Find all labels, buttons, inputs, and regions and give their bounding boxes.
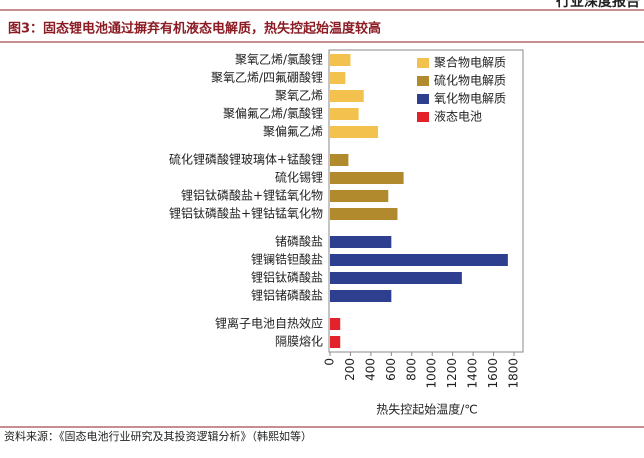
y-tick-label: 聚氧乙烯 bbox=[275, 89, 323, 103]
y-tick-label: 聚氧乙烯/四氟硼酸锂 bbox=[211, 70, 323, 85]
x-tick-label: 400 bbox=[363, 358, 377, 381]
y-tick-label: 锂铝锗磷酸盐 bbox=[251, 288, 323, 303]
chart-title: 图3：固态锂电池通过摒弃有机液态电解质，热失控起始温度较高 bbox=[8, 21, 381, 37]
legend-swatch bbox=[417, 112, 429, 122]
bar bbox=[330, 108, 359, 120]
x-tick-label: 1800 bbox=[507, 358, 521, 389]
y-tick-label: 聚偏氟乙烯/氯酸锂 bbox=[223, 106, 323, 121]
x-tick-label: 800 bbox=[404, 358, 418, 381]
bar bbox=[330, 90, 364, 102]
legend-swatch bbox=[417, 94, 429, 104]
y-tick-label: 聚氧乙烯/氯酸锂 bbox=[235, 52, 323, 67]
y-tick-label: 锂离子电池自热效应 bbox=[215, 316, 323, 331]
plot-frame bbox=[328, 49, 524, 353]
y-tick-label: 锗磷酸盐 bbox=[275, 234, 323, 249]
y-tick-label: 锂铝钛磷酸盐+锂钴锰氧化物 bbox=[169, 206, 323, 221]
bar bbox=[330, 126, 379, 138]
page-header: 行业深度报告 bbox=[555, 0, 640, 10]
source-note: 资料来源：《固态电池行业研究及其投资逻辑分析》（韩熙如等） bbox=[4, 429, 312, 443]
x-tick-label: 1200 bbox=[445, 358, 459, 389]
legend-swatch bbox=[417, 58, 429, 68]
bar bbox=[330, 290, 392, 302]
legend-swatch bbox=[417, 76, 429, 86]
x-tick-label: 1000 bbox=[425, 358, 439, 389]
bar bbox=[330, 172, 404, 184]
x-tick-label: 600 bbox=[384, 358, 398, 381]
y-tick-label: 聚偏氟乙烯 bbox=[263, 124, 323, 139]
x-tick-label: 0 bbox=[323, 358, 337, 366]
bar bbox=[330, 254, 508, 266]
bar bbox=[330, 318, 341, 330]
x-tick-label: 200 bbox=[343, 358, 357, 381]
bar bbox=[330, 336, 341, 348]
legend-label: 硫化物电解质 bbox=[434, 73, 506, 88]
y-tick-label: 锂铝钛磷酸盐 bbox=[251, 270, 323, 285]
x-tick-label: 1600 bbox=[486, 358, 500, 389]
bar bbox=[330, 72, 346, 84]
y-tick-label: 锂镧锆钽酸盐 bbox=[251, 252, 323, 267]
bar bbox=[330, 236, 392, 248]
bar bbox=[330, 272, 462, 284]
x-axis-label: 热失控起始温度/℃ bbox=[376, 402, 478, 417]
bar bbox=[330, 208, 398, 220]
bar bbox=[330, 154, 349, 166]
y-tick-label: 硫化锡锂 bbox=[275, 170, 323, 185]
y-tick-label: 锂铝钛磷酸盐+锂锰氧化物 bbox=[181, 188, 323, 203]
legend-label: 氧化物电解质 bbox=[434, 92, 506, 106]
bar bbox=[330, 190, 389, 202]
x-tick-label: 1400 bbox=[466, 358, 480, 389]
y-tick-label: 硫化锂磷酸锂玻璃体+锰酸锂 bbox=[169, 152, 323, 167]
legend-label: 液态电池 bbox=[434, 109, 482, 124]
y-tick-label: 隔膜熔化 bbox=[275, 334, 323, 349]
legend-label: 聚合物电解质 bbox=[434, 55, 506, 70]
bar bbox=[330, 54, 351, 66]
